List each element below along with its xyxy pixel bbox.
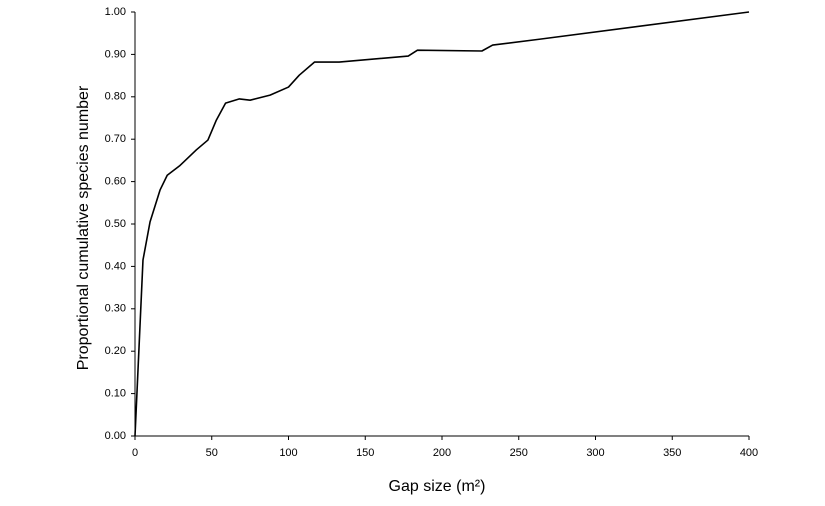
y-tick-label: 0.20 xyxy=(105,345,126,357)
y-tick-label: 0.00 xyxy=(105,430,126,442)
y-tick-label: 0.70 xyxy=(105,133,126,145)
y-tick-label: 0.30 xyxy=(105,303,126,315)
x-tick-label: 100 xyxy=(279,447,297,459)
y-tick-label: 0.10 xyxy=(105,388,126,400)
y-tick-label: 0.40 xyxy=(105,260,126,272)
x-tick-label: 300 xyxy=(586,447,604,459)
x-tick-label: 50 xyxy=(206,447,218,459)
x-tick-label: 250 xyxy=(510,447,528,459)
x-axis-label: Gap size (m²) xyxy=(389,478,486,495)
x-tick-label: 200 xyxy=(433,447,451,459)
x-tick-label: 150 xyxy=(356,447,374,459)
y-tick-label: 0.90 xyxy=(105,48,126,60)
y-axis-label: Proportional cumulative species number xyxy=(75,85,92,370)
y-tick-label: 1.00 xyxy=(105,6,126,18)
x-tick-label: 400 xyxy=(740,447,758,459)
x-tick-label: 350 xyxy=(663,447,681,459)
data-line xyxy=(134,11,750,437)
x-tick-label: 0 xyxy=(132,447,138,459)
y-tick-label: 0.50 xyxy=(105,218,126,230)
y-tick-label: 0.80 xyxy=(105,91,126,103)
y-tick-label: 0.60 xyxy=(105,176,126,188)
